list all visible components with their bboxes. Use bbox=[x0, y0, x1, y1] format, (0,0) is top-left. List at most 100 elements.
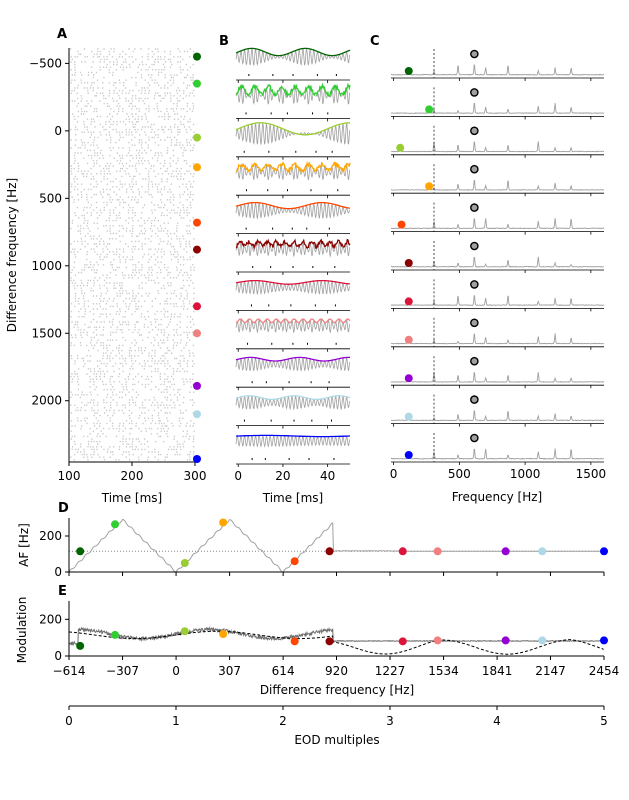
panel-e-x-tick-label: 307 bbox=[218, 664, 241, 678]
trace-envelope bbox=[235, 82, 351, 99]
modulation-marker bbox=[76, 641, 85, 650]
panel-d: 0 200 bbox=[39, 518, 608, 579]
panel-e-y-tick-label: 0 bbox=[54, 649, 62, 663]
trace-signal bbox=[235, 240, 350, 258]
trace-envelope bbox=[235, 201, 351, 210]
eod-marker bbox=[470, 126, 479, 136]
panel-a-x-tick-label: 300 bbox=[184, 469, 207, 483]
panel-d-ylabel: AF [Hz] bbox=[17, 523, 31, 567]
panel-e-x-tick-label: 1227 bbox=[375, 664, 406, 678]
panel-a-y-tick-label: 1000 bbox=[31, 259, 62, 273]
eod-multiples-xlabel: EOD multiples bbox=[294, 733, 379, 747]
af-marker bbox=[538, 547, 547, 556]
spike-raster bbox=[70, 48, 195, 461]
df-marker bbox=[193, 163, 201, 172]
eod-marker bbox=[470, 49, 479, 59]
eod-x-tick-label: 4 bbox=[493, 714, 501, 728]
spectrum-marker bbox=[404, 297, 413, 306]
panel-a-y-tick-label: 500 bbox=[39, 191, 62, 205]
modulation-marker bbox=[180, 627, 189, 636]
trace-envelope bbox=[235, 395, 351, 401]
spectrum-trace bbox=[390, 372, 605, 383]
panel-e-ylabel: Modulation bbox=[15, 597, 29, 664]
modulation-marker bbox=[600, 636, 608, 645]
trace-envelope bbox=[235, 47, 351, 57]
eod-x-tick-label: 5 bbox=[600, 714, 608, 728]
spectrum-trace bbox=[390, 179, 605, 191]
eod-marker bbox=[470, 395, 479, 404]
eod-marker bbox=[470, 164, 479, 174]
modulation-marker bbox=[111, 630, 120, 639]
spectrum-marker bbox=[404, 412, 413, 421]
panel-b-xlabel: Time [ms] bbox=[262, 491, 324, 505]
spectrum-trace bbox=[390, 295, 605, 307]
df-marker bbox=[193, 218, 201, 227]
trace-envelope bbox=[235, 122, 350, 136]
spike-dots bbox=[70, 48, 195, 461]
eod-marker bbox=[470, 280, 479, 289]
eod-marker bbox=[470, 318, 479, 328]
trace-signal bbox=[235, 47, 350, 67]
panel-e-x-tick-label: 0 bbox=[172, 664, 180, 678]
modulation-dashed-curve bbox=[68, 630, 604, 655]
df-marker bbox=[193, 329, 201, 338]
eod-multiples-axis: 0 1 2 3 4 5 bbox=[65, 705, 608, 728]
panel-e-x-tick-label: 2147 bbox=[535, 664, 566, 678]
spectrum-trace bbox=[390, 102, 605, 115]
spectrum-marker bbox=[404, 259, 413, 267]
panel-label-c: C bbox=[370, 34, 380, 49]
spectrum-marker bbox=[397, 220, 406, 229]
df-marker bbox=[193, 302, 201, 311]
panel-e-xlabel: Difference frequency [Hz] bbox=[260, 683, 414, 697]
af-curve bbox=[68, 518, 604, 573]
spectrum-marker bbox=[396, 143, 405, 152]
panel-e-x-tick-label: 614 bbox=[272, 664, 295, 678]
panel-e: 0 200 −614 −307 0 307 614 920 1227 1534 1841 2147 24… bbox=[39, 601, 619, 678]
spectrum-marker bbox=[404, 374, 413, 383]
panel-label-a: A bbox=[57, 27, 67, 42]
spectrum-trace bbox=[390, 256, 605, 268]
trace-envelope bbox=[235, 238, 351, 250]
panel-e-x-tick-label: 920 bbox=[325, 664, 348, 678]
df-marker bbox=[193, 381, 201, 390]
af-marker bbox=[180, 559, 189, 567]
panel-c-x-tick-label: 0 bbox=[390, 467, 398, 481]
spectrum-marker bbox=[425, 105, 434, 114]
panel-label-b: B bbox=[219, 34, 229, 49]
eod-marker bbox=[470, 433, 479, 443]
panel-label-e: E bbox=[58, 584, 67, 599]
df-marker bbox=[193, 410, 201, 419]
panel-a-ylabel: Difference frequency [Hz] bbox=[5, 178, 19, 332]
panel-e-x-tick-label: 1841 bbox=[482, 664, 513, 678]
modulation-marker bbox=[398, 637, 407, 646]
df-marker bbox=[193, 52, 201, 61]
af-marker bbox=[501, 547, 510, 556]
panel-a-x-tick-label: 100 bbox=[58, 469, 81, 483]
panel-c-x-tick-label: 500 bbox=[448, 467, 471, 481]
panel-a-y-tick-label: −500 bbox=[29, 56, 62, 70]
modulation-marker bbox=[433, 636, 442, 645]
panel-b-x-tick-label: 0 bbox=[234, 469, 242, 483]
panel-d-y-tick-label: 200 bbox=[39, 529, 62, 543]
df-marker bbox=[193, 79, 201, 88]
spectrum-trace bbox=[390, 448, 605, 460]
modulation-marker bbox=[290, 637, 299, 646]
panel-b: 0 20 40 bbox=[234, 47, 351, 483]
panel-b-x-tick-label: 20 bbox=[275, 469, 290, 483]
af-marker bbox=[290, 557, 299, 566]
trace-signal bbox=[235, 122, 350, 145]
panel-b-x-tick-label: 40 bbox=[320, 469, 335, 483]
modulation-marker bbox=[219, 630, 228, 638]
eod-marker bbox=[470, 88, 479, 97]
eod-x-tick-label: 1 bbox=[172, 714, 180, 728]
spectrum-trace bbox=[390, 218, 605, 230]
panel-a-y-tick-label: 0 bbox=[54, 124, 62, 138]
panel-a-x-ticks: 100 200 300 bbox=[58, 462, 207, 483]
panel-c-xlabel: Frequency [Hz] bbox=[452, 490, 543, 504]
panel-e-x-tick-label: 1534 bbox=[428, 664, 459, 678]
panel-c-x-tick-label: 1000 bbox=[510, 467, 541, 481]
panel-e-y-tick-label: 200 bbox=[39, 612, 62, 626]
panel-e-x-tick-label: 2454 bbox=[589, 664, 620, 678]
panel-a: 100 200 300 −500 0 500 1000 1500 2000 Time [ms]… bbox=[5, 48, 206, 505]
